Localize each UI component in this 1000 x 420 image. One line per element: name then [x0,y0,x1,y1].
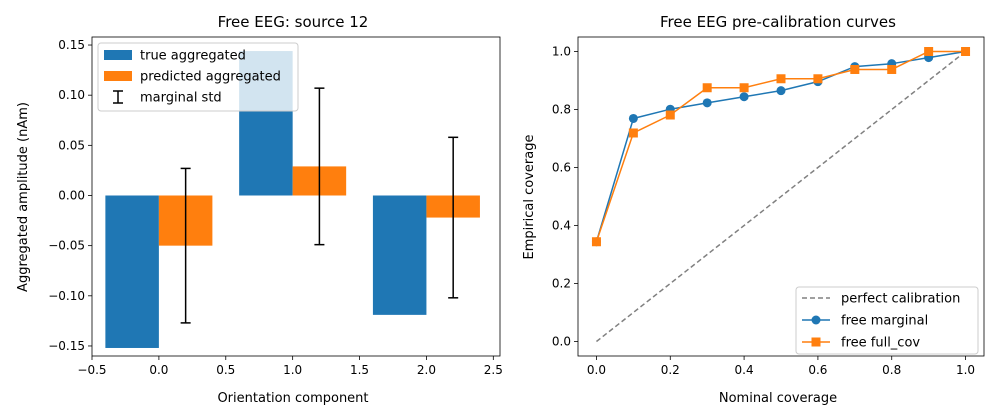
marker-circle [702,98,712,108]
calibration-chart-ytick-label: 0.8 [552,103,571,117]
bar-chart-xtick-label: 1.0 [283,363,302,377]
marker-square [887,64,897,74]
calibration-chart-ytick-label: 0.0 [552,335,571,349]
bar-chart-xtick-label: 0.0 [149,363,168,377]
calibration-chart-title: Free EEG pre-calibration curves [660,13,896,31]
legend-label: free full_cov [841,336,920,351]
legend-label: true aggregated [140,49,246,64]
calibration-chart-xtick-label: 0.0 [587,363,606,377]
legend-box [795,286,979,355]
calibration-chart-ylabel: Empirical coverage [522,135,537,260]
bar-chart-ytick-label: 0.10 [58,88,85,102]
calibration-chart-ytick-label: 0.6 [552,161,571,175]
bar-true [372,195,427,315]
marker-square [776,74,786,84]
marker-square [739,83,749,93]
bar-chart-xtick-label: 1.5 [350,363,369,377]
legend-label: predicted aggregated [140,70,281,85]
calibration-chart-legend: perfect calibration free marginal free ful… [795,286,979,355]
marker-circle [739,92,749,102]
calibration-chart-xtick-label: 0.8 [882,363,901,377]
bar-chart-ytick-label: −0.10 [48,289,85,303]
legend-label: marginal std [140,91,222,106]
calibration-chart-ytick-label: 1.0 [552,45,571,59]
calibration-chart-xlabel: Nominal coverage [719,391,837,406]
calibration-chart-ytick-label: 0.4 [552,219,571,233]
marker-square [850,64,860,74]
bar-chart-legend: true aggregated predicted aggregated margi… [97,42,299,112]
marker-square [628,128,638,138]
bar-chart-xtick-label: 2.5 [484,363,503,377]
calibration-chart-panel: Free EEG pre-calibration curves Nominal … [522,13,985,406]
marker-square [961,47,971,56]
calibration-chart-xtick-label: 0.2 [661,363,680,377]
calibration-chart-ytick-label: 0.2 [552,277,571,291]
calibration-chart-xtick-label: 1.0 [956,363,975,377]
calibration-chart-xtick-label: 0.6 [808,363,827,377]
marker-circle [628,113,638,123]
bar-chart-panel: Free EEG: source 12 Orientation componen… [16,13,503,406]
bar-chart-ylabel: Aggregated amplitude (nAm) [16,102,31,292]
bar-chart-title: Free EEG: source 12 [218,13,369,31]
bar-chart-ytick-label: 0.00 [58,188,85,202]
bar-chart-xtick-label: 2.0 [417,363,436,377]
bar-chart-xlabel: Orientation component [217,391,368,406]
legend-marker-circle [811,315,821,325]
calibration-chart-frame [577,36,985,357]
legend-box [97,42,299,112]
legend-label: perfect calibration [841,292,960,307]
bar-chart-frame [91,36,501,357]
bar-chart-ytick-label: −0.15 [48,339,85,353]
bar-chart-ytick-label: 0.05 [58,138,85,152]
marker-square [702,83,712,93]
legend-swatch [104,71,132,81]
bar-chart-ytick-label: 0.15 [58,38,85,52]
calibration-chart-xtick-label: 0.4 [735,363,754,377]
series-line-0 [595,50,967,343]
marker-circle [776,86,786,96]
legend-swatch [104,50,132,60]
legend-marker-square [811,337,821,347]
marker-square [665,110,675,120]
bar-chart-xtick-label: −0.5 [77,363,106,377]
bar-true [105,195,159,348]
bar-chart-ytick-label: −0.05 [48,239,85,253]
bar-chart-xtick-label: 0.5 [216,363,235,377]
marker-square [813,74,823,84]
marker-square [591,237,601,247]
legend-label: free marginal [841,314,928,329]
marker-square [924,47,934,56]
